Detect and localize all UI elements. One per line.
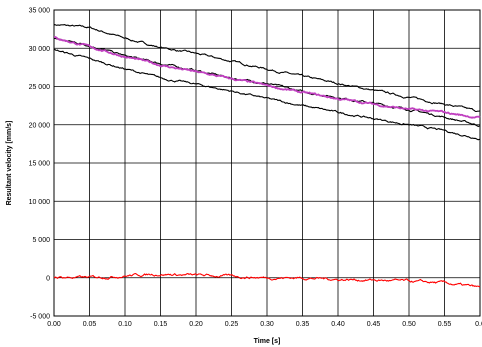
y-tick-label: 5 000	[32, 237, 50, 244]
x-tick-label: 0.10	[118, 321, 132, 328]
series-line-3	[53, 48, 481, 141]
y-axis-title: Resultant velocity [mm/s]	[6, 121, 13, 206]
plot-area	[53, 9, 481, 317]
y-tick-label: 20 000	[29, 122, 51, 129]
x-tick-label: 0.15	[154, 321, 168, 328]
x-tick-label: 0.40	[331, 321, 345, 328]
y-tick-label: 25 000	[29, 84, 51, 91]
y-tick-label: -5 000	[30, 314, 50, 321]
y-tick-label: 35 000	[29, 8, 51, 15]
series-line-1	[53, 23, 481, 113]
x-tick-label: 0.6	[475, 321, 482, 328]
tick-labels: 0.00 0.05 0.10 0.15 0.20 0.25 0.30 0.35 0.40 0.45…	[29, 8, 482, 329]
x-tick-label: 0.55	[438, 321, 452, 328]
x-tick-label: 0.45	[367, 321, 381, 328]
series-line-4	[54, 36, 481, 119]
x-tick-label: 0.30	[260, 321, 274, 328]
x-axis-title: Time [s]	[254, 338, 281, 345]
x-tick-label: 0.35	[296, 321, 310, 328]
x-tick-label: 0.00	[47, 321, 61, 328]
y-tick-label: 10 000	[29, 199, 51, 206]
x-tick-label: 0.20	[189, 321, 203, 328]
x-tick-label: 0.05	[83, 321, 97, 328]
y-tick-label: 15 000	[29, 161, 51, 168]
y-tick-label: 0	[46, 275, 50, 282]
series-layer	[53, 23, 481, 288]
x-tick-label: 0.50	[402, 321, 416, 328]
x-tick-label: 0.25	[225, 321, 239, 328]
series-line-5	[53, 272, 481, 288]
y-tick-label: 30 000	[29, 46, 51, 53]
series-line-2	[53, 37, 481, 128]
